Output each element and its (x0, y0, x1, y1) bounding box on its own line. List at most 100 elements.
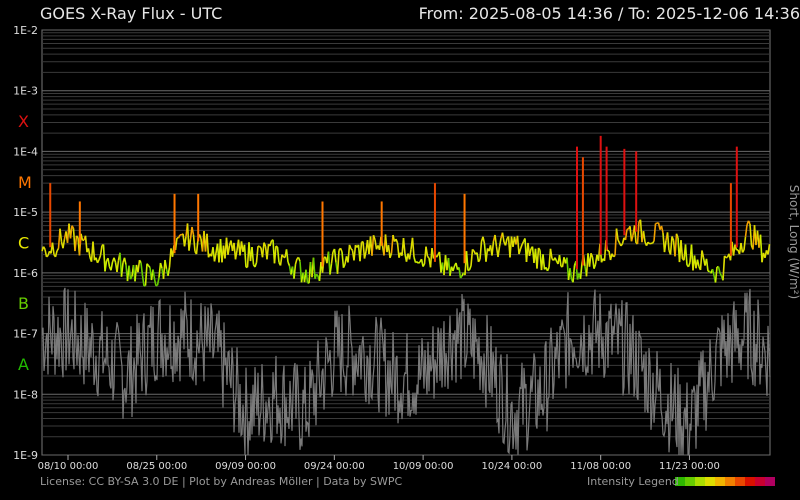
series-long-segment (630, 234, 634, 242)
series-long-segment (494, 234, 498, 247)
intensity-legend-swatch (675, 477, 685, 486)
series-long-segment (629, 226, 633, 242)
series-long-segment (504, 238, 508, 246)
series-long-segment (269, 240, 273, 247)
series-long-segment (477, 258, 481, 263)
series-long-segment (723, 255, 727, 259)
intensity-legend-swatch (745, 477, 755, 486)
series-long-segment (714, 266, 718, 283)
series-long-segment (137, 259, 141, 273)
series-long-segment (110, 261, 114, 271)
series-long-segment (588, 253, 592, 267)
series-long-segment (684, 244, 688, 266)
intensity-legend-swatch (705, 477, 715, 486)
series-long-segment (663, 240, 667, 253)
series-long-segment (261, 242, 265, 258)
x-tick-label: 08/25 00:00 (126, 461, 187, 472)
series-long-segment (51, 242, 55, 255)
series-long-segment (408, 249, 412, 260)
series-long-segment (579, 263, 583, 279)
series-long-segment (680, 240, 684, 260)
series-long-segment (528, 248, 532, 257)
series-long-segment (273, 245, 277, 264)
y-tick-label: 1E-3 (13, 85, 38, 98)
series-long-segment (45, 254, 49, 258)
series-long-segment (471, 248, 475, 252)
series-long-segment (183, 236, 187, 247)
series-long-segment (666, 232, 670, 251)
series-long-segment (452, 265, 456, 272)
series-long-segment (395, 238, 399, 244)
series-long-segment (287, 261, 291, 267)
series-long-segment (396, 242, 400, 258)
series-long-segment (147, 265, 151, 268)
series-long-segment (485, 248, 489, 262)
series-long-segment (390, 234, 394, 254)
series-long-segment (80, 233, 84, 241)
series-long-segment (341, 251, 345, 268)
series-long-segment (521, 241, 525, 246)
series-long-segment (415, 261, 418, 264)
series-long-segment (653, 223, 657, 242)
series-long-segment (725, 256, 728, 259)
series-long-segment (69, 225, 73, 239)
series-long-segment (243, 244, 247, 268)
series-long-segment (426, 255, 430, 259)
y-tick-label: 1E-6 (13, 267, 38, 280)
series-long-segment (389, 253, 393, 259)
series-long-segment (59, 228, 63, 242)
series-long-segment (84, 235, 88, 253)
series-long-segment (348, 244, 352, 250)
series-long-segment (613, 254, 616, 258)
series-long-segment (71, 225, 75, 229)
series-long-segment (102, 244, 106, 272)
series-long-segment (647, 241, 651, 245)
series-long-segment (144, 263, 148, 286)
flare-class-label: M (18, 173, 32, 192)
series-long-segment (92, 241, 96, 261)
series-long-segment (140, 262, 144, 276)
series-long-segment (675, 233, 679, 239)
series-long-segment (96, 259, 100, 264)
series-long-segment (363, 251, 367, 259)
series-long-segment (333, 248, 337, 263)
intensity-legend-swatch (755, 477, 765, 486)
series-long-segment (417, 261, 421, 264)
series-long-segment (279, 254, 283, 266)
series-long-segment (42, 246, 46, 250)
series-long-segment (558, 255, 562, 267)
series-long-segment (431, 248, 435, 259)
series-long-segment (177, 234, 181, 239)
series-long-segment (459, 275, 463, 279)
x-tick-label: 08/10 00:00 (38, 461, 99, 472)
series-long-segment (362, 241, 366, 259)
series-long-segment (740, 242, 744, 253)
from-value: 2025-08-05 14:36 (468, 4, 613, 23)
series-long-segment (542, 254, 546, 270)
series-long-segment (134, 264, 138, 282)
series-long-segment (266, 244, 270, 260)
series-long-segment (671, 236, 675, 241)
series-long-segment (188, 239, 192, 251)
series-long-segment (554, 257, 558, 262)
series-long-segment (297, 257, 301, 262)
series-long-segment (591, 256, 595, 269)
intensity-legend-label: Intensity Legend (587, 475, 679, 488)
series-long-segment (701, 250, 705, 258)
series-long-segment (372, 235, 376, 240)
series-long-segment (660, 225, 664, 234)
series-long-segment (206, 233, 210, 258)
series-long-segment (549, 248, 553, 259)
series-long-segment (347, 244, 351, 263)
series-long-segment (435, 254, 439, 258)
series-long-segment (422, 263, 426, 267)
series-long-segment (263, 242, 267, 247)
series-long-segment (614, 228, 618, 256)
x-tick-label: 10/09 00:00 (393, 461, 454, 472)
series-long-segment (687, 262, 691, 268)
series-long-segment (749, 223, 753, 246)
series-long-segment (516, 235, 520, 255)
series-long-segment (305, 269, 309, 283)
series-long-segment (186, 223, 190, 251)
series-long-segment (138, 259, 142, 264)
